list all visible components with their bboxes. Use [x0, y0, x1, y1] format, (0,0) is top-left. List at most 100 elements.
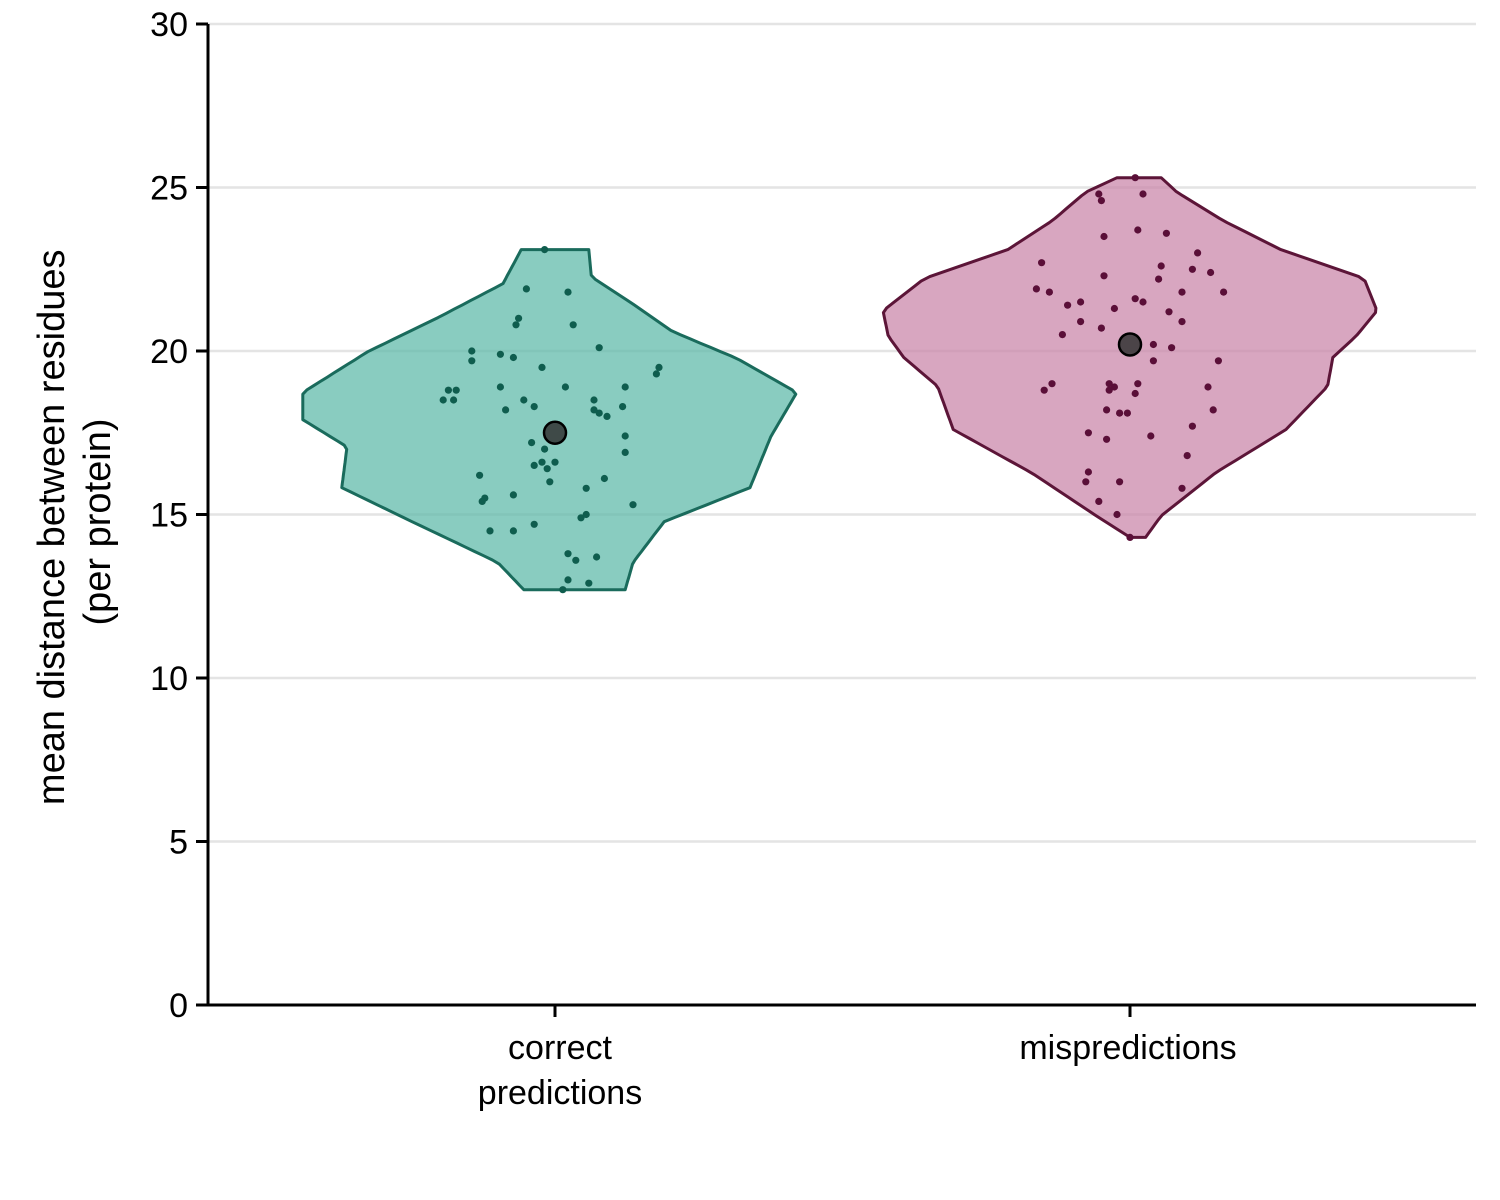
data-point-1-1	[1113, 510, 1121, 519]
violin-group-1	[881, 174, 1378, 542]
data-point-1-41	[1032, 285, 1040, 293]
data-point-1-8	[1103, 435, 1111, 443]
data-point-0-30	[590, 406, 598, 414]
data-point-0-41	[561, 383, 570, 391]
data-point-1-53	[1095, 190, 1103, 198]
data-point-0-24	[541, 445, 549, 453]
y-axis-title-line-1: mean distance between residues	[31, 249, 73, 805]
data-point-1-26	[1168, 344, 1176, 352]
y-axis-title-line-2: (per protein)	[77, 419, 119, 626]
data-point-1-10	[1084, 429, 1092, 437]
data-point-0-7	[509, 527, 517, 535]
data-point-1-15	[1209, 406, 1217, 414]
mean-marker-0	[542, 420, 568, 445]
data-point-1-33	[1110, 304, 1118, 313]
data-point-1-6	[1084, 468, 1092, 476]
data-point-0-23	[621, 448, 629, 456]
data-point-1-47	[1038, 259, 1046, 267]
data-point-0-21	[551, 458, 559, 466]
data-point-0-10	[582, 510, 590, 519]
data-point-1-16	[1131, 389, 1139, 398]
y-tick-label-5: 5	[169, 824, 188, 862]
data-point-1-25	[1214, 357, 1222, 365]
data-point-0-36	[590, 396, 598, 404]
data-point-1-39	[1220, 288, 1228, 296]
data-point-1-35	[1077, 298, 1085, 306]
data-point-0-48	[468, 347, 476, 355]
data-point-0-34	[439, 396, 447, 404]
data-point-1-14	[1103, 406, 1111, 414]
violins	[301, 174, 1378, 594]
data-point-1-24	[1149, 357, 1157, 365]
data-point-1-9	[1147, 432, 1155, 440]
data-point-1-38	[1178, 288, 1186, 296]
data-point-0-0	[559, 586, 567, 594]
data-point-0-2	[564, 576, 572, 584]
data-point-1-22	[1134, 380, 1142, 388]
data-point-1-55	[1131, 174, 1139, 182]
data-point-0-31	[619, 403, 627, 411]
violin-body-0	[301, 248, 798, 592]
data-point-1-43	[1100, 272, 1108, 280]
data-point-0-55	[541, 246, 549, 254]
data-point-1-29	[1097, 324, 1105, 332]
data-point-0-20	[530, 461, 538, 469]
x-ticks: correct predictions mispredictions	[478, 1005, 1237, 1112]
data-point-0-16	[546, 478, 554, 486]
data-point-0-51	[569, 321, 577, 329]
data-point-0-5	[564, 550, 572, 558]
violin-body-1	[881, 176, 1378, 539]
data-point-1-20	[1110, 383, 1118, 391]
data-point-1-34	[1064, 301, 1072, 309]
data-point-0-43	[538, 363, 546, 371]
data-point-0-52	[515, 314, 523, 322]
data-point-1-3	[1178, 484, 1186, 492]
data-point-1-36	[1139, 298, 1147, 306]
data-point-1-48	[1194, 249, 1202, 257]
data-point-0-39	[496, 383, 504, 391]
data-point-0-17	[600, 474, 609, 483]
data-point-0-9	[577, 514, 585, 522]
data-point-0-47	[496, 350, 504, 358]
data-point-0-26	[621, 432, 629, 440]
y-tick-label-15: 15	[150, 497, 188, 535]
data-point-1-51	[1134, 226, 1142, 234]
data-point-0-18	[476, 471, 484, 479]
data-point-1-19	[1204, 383, 1212, 391]
data-point-0-14	[509, 491, 517, 499]
data-point-1-40	[1045, 288, 1053, 296]
data-point-1-23	[1105, 380, 1113, 388]
y-tick-label-20: 20	[150, 333, 188, 371]
data-point-1-0	[1126, 533, 1134, 542]
data-point-0-50	[512, 321, 520, 329]
data-point-1-31	[1178, 318, 1186, 326]
data-point-1-5	[1082, 478, 1090, 486]
data-point-1-32	[1165, 308, 1173, 316]
data-point-1-18	[1105, 386, 1113, 394]
data-point-0-28	[595, 409, 603, 417]
y-tick-label-30: 30	[150, 6, 188, 44]
data-point-1-2	[1095, 497, 1103, 505]
data-point-0-44	[655, 363, 663, 371]
y-tick-label-25: 25	[150, 170, 188, 208]
data-point-0-13	[481, 494, 489, 502]
data-point-0-33	[450, 396, 458, 404]
data-point-1-30	[1077, 318, 1085, 326]
y-axis-title: mean distance between residues (per prot…	[31, 239, 119, 805]
data-point-0-27	[603, 412, 611, 420]
data-point-0-42	[652, 370, 661, 378]
data-point-0-25	[528, 439, 536, 447]
data-point-1-49	[1100, 232, 1108, 241]
data-point-1-21	[1048, 380, 1056, 388]
y-tick-label-0: 0	[169, 987, 188, 1025]
data-point-1-46	[1157, 262, 1165, 270]
data-point-1-17	[1040, 386, 1048, 394]
data-point-0-54	[522, 285, 531, 293]
data-point-0-8	[530, 520, 538, 528]
data-point-1-37	[1131, 295, 1139, 303]
data-point-0-53	[564, 288, 572, 296]
data-point-0-1	[585, 579, 593, 587]
y-ticks: 0 5 10 15 20 25 30	[150, 6, 208, 1025]
data-point-0-49	[595, 344, 603, 352]
